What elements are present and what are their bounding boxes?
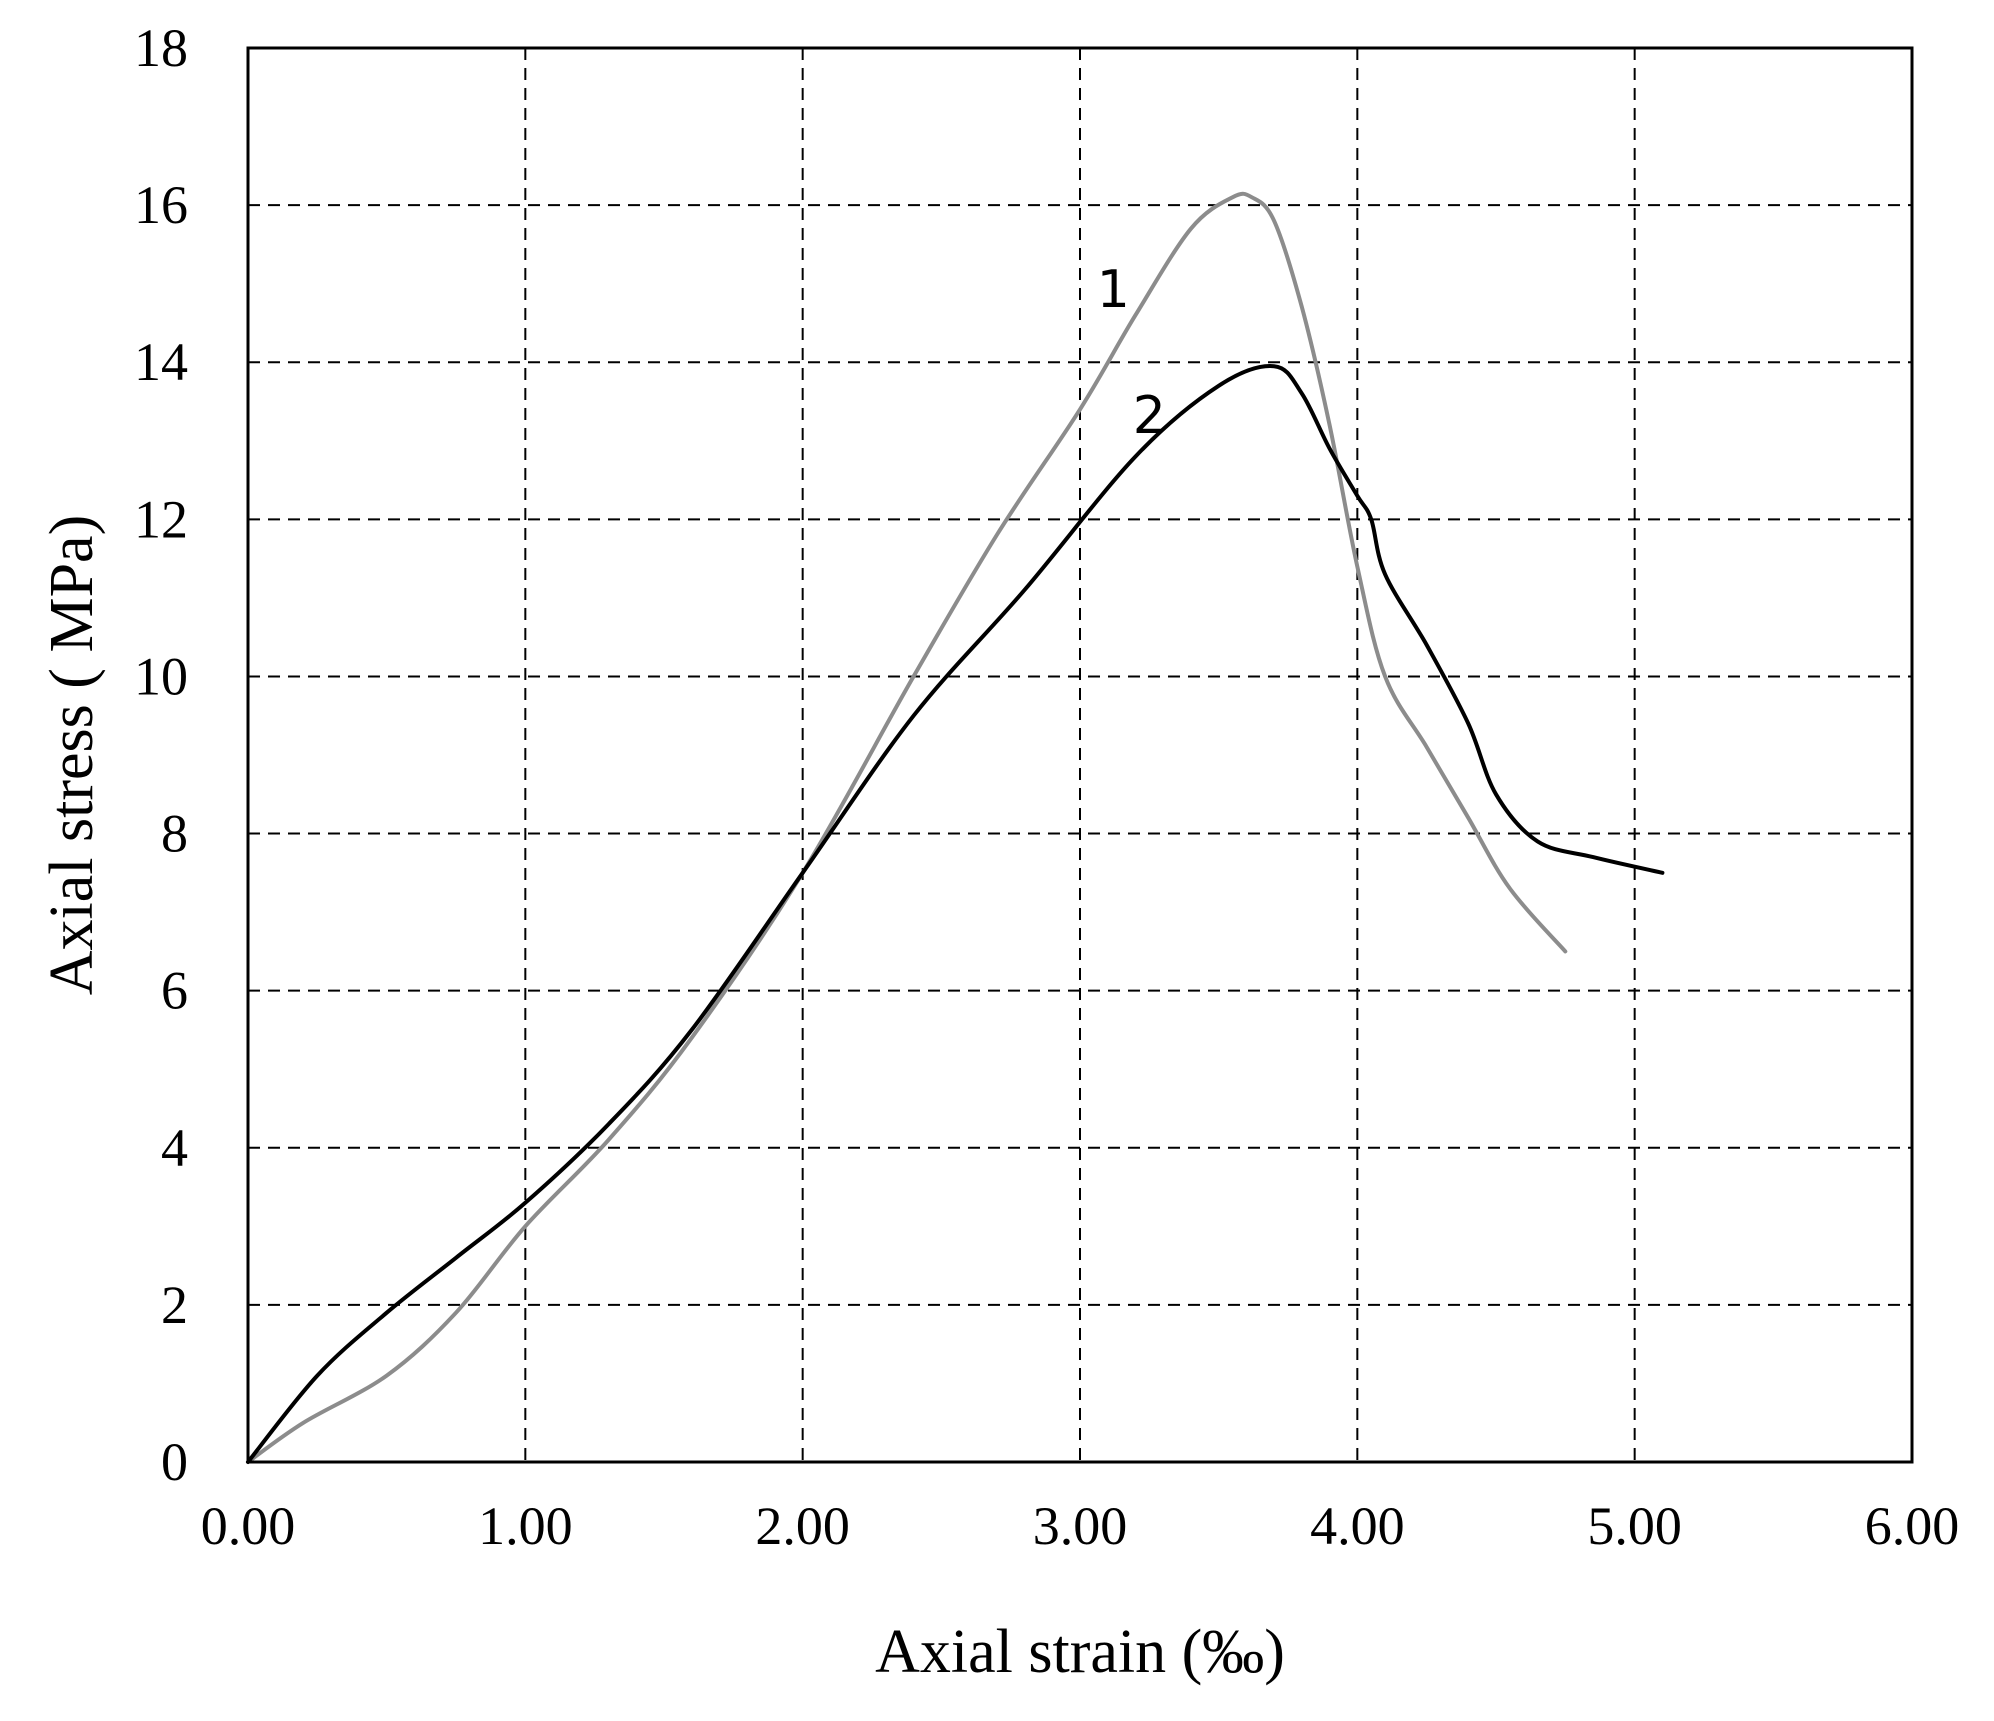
y-tick-label: 0 [161,1432,188,1492]
y-tick-label: 16 [134,175,188,235]
x-tick-label: 6.00 [1865,1496,1960,1556]
x-tick-label: 0.00 [201,1496,296,1556]
x-tick-labels: 0.00 1.00 2.00 3.00 4.00 5.00 6.00 [201,1496,1960,1556]
y-tick-label: 12 [134,489,188,549]
series-line-2 [246,364,1665,1464]
x-tick-label: 4.00 [1310,1496,1405,1556]
y-tick-labels: 0 2 4 6 8 10 12 14 16 18 [134,18,188,1492]
curve-label: 2 [1133,386,1166,446]
y-tick-label: 6 [161,961,188,1021]
y-tick-label: 2 [161,1275,188,1335]
x-tick-label: 3.00 [1033,1496,1128,1556]
y-tick-label: 4 [161,1118,188,1178]
x-axis-title: Axial strain (‰) [875,1618,1285,1686]
x-tick-label: 2.00 [755,1496,850,1556]
grid [248,48,1912,1462]
x-tick-label: 1.00 [478,1496,573,1556]
curve-labels: 12 [1097,260,1166,446]
series-line-1 [246,191,1568,1464]
series-layer [246,191,1665,1464]
y-tick-label: 8 [161,804,188,864]
y-tick-label: 10 [134,646,188,706]
y-tick-label: 18 [134,18,188,78]
y-tick-label: 14 [134,332,188,392]
x-tick-label: 5.00 [1587,1496,1682,1556]
plot-frame [246,46,1914,1464]
y-axis-title: Axial stress ( MPa) [38,515,106,995]
curve-label: 1 [1097,260,1130,320]
